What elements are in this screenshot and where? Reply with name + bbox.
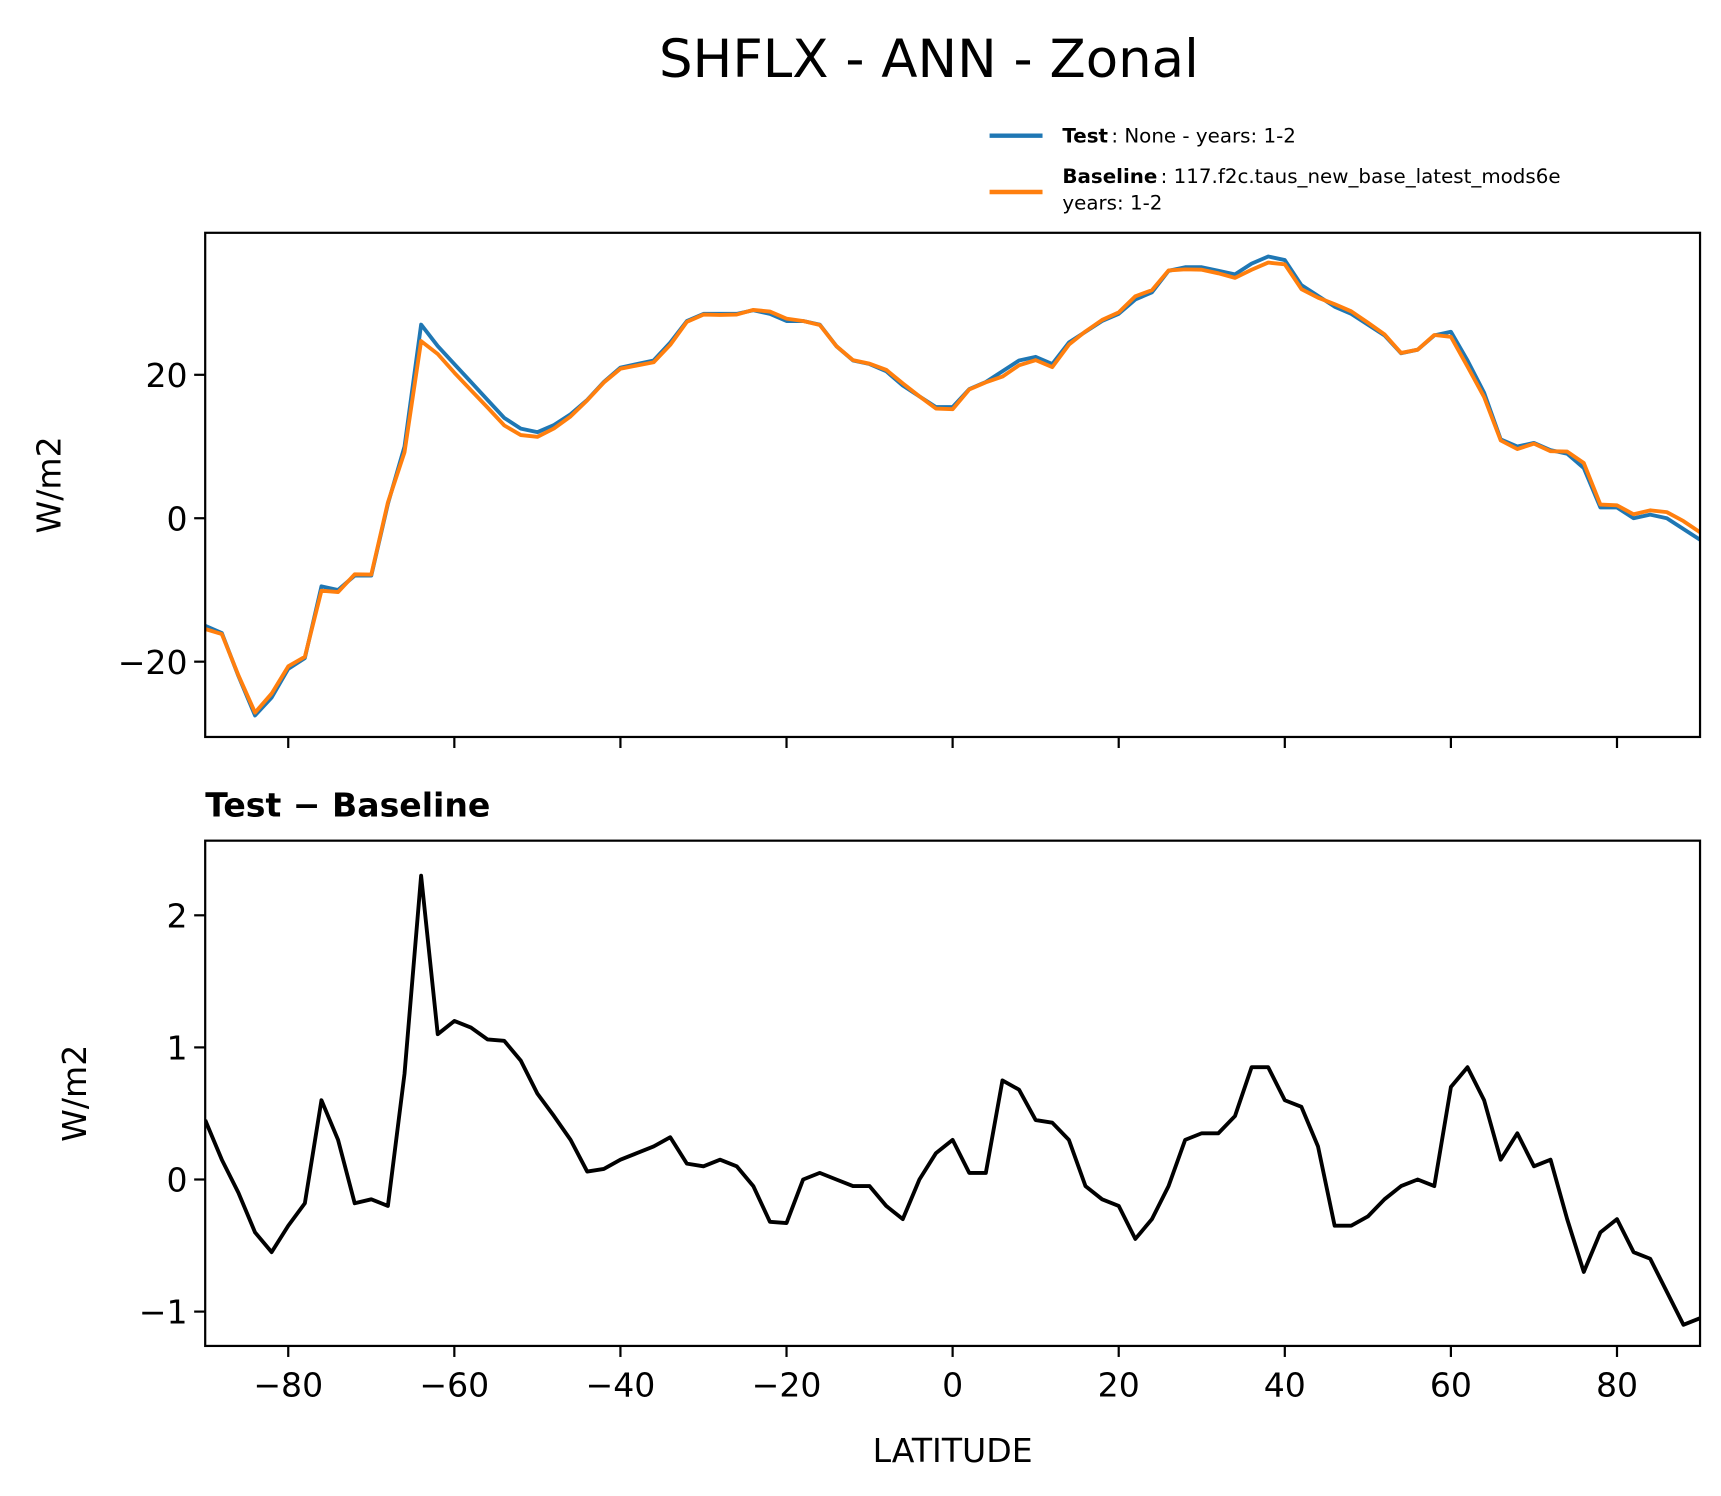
y-tick-label: 20 <box>145 356 187 395</box>
x-axis-label: LATITUDE <box>873 1431 1033 1470</box>
plot-area <box>205 254 1701 718</box>
y-tick-label: 1 <box>166 1029 187 1068</box>
y-axis-label: W/m2 <box>55 1045 94 1142</box>
axes-frame <box>204 231 1702 739</box>
x-tick-label: −60 <box>419 1366 489 1405</box>
series-line <box>205 260 1701 715</box>
legend-description: years: 1-2 <box>1062 192 1162 215</box>
legend-name: Test <box>1062 124 1108 147</box>
y-axis-label: W/m2 <box>30 436 69 533</box>
x-tick-label: 60 <box>1430 1366 1472 1405</box>
plot-area <box>205 873 1701 1327</box>
y-tick-label: −1 <box>139 1293 188 1332</box>
legend-name: Baseline <box>1062 165 1157 188</box>
legend-label: Baseline: 117.f2c.taus_new_base_latest_m… <box>1062 165 1560 214</box>
x-tick-label: 0 <box>942 1366 963 1405</box>
x-tick-label: −20 <box>752 1366 822 1405</box>
y-tick-label: 2 <box>166 896 187 935</box>
chart-title: SHFLX - ANN - Zonal <box>659 29 1199 90</box>
subplot-title: Test − Baseline <box>205 785 490 824</box>
x-tick-label: 20 <box>1098 1366 1140 1405</box>
x-tick-label: −40 <box>586 1366 656 1405</box>
y-tick-label: −20 <box>118 643 188 682</box>
legend-description: : 117.f2c.taus_new_base_latest_mods6e <box>1161 165 1561 188</box>
x-tick-label: 80 <box>1596 1366 1638 1405</box>
diff-line <box>205 873 1701 1327</box>
x-tick-label: 40 <box>1264 1366 1306 1405</box>
x-tick-label: −80 <box>253 1366 323 1405</box>
y-tick-label: 0 <box>166 499 187 538</box>
legend-label: Test: None - years: 1-2 <box>1062 124 1296 147</box>
legend-description: : None - years: 1-2 <box>1111 124 1296 147</box>
y-tick-label: 0 <box>166 1161 187 1200</box>
axes-frame <box>204 839 1702 1348</box>
